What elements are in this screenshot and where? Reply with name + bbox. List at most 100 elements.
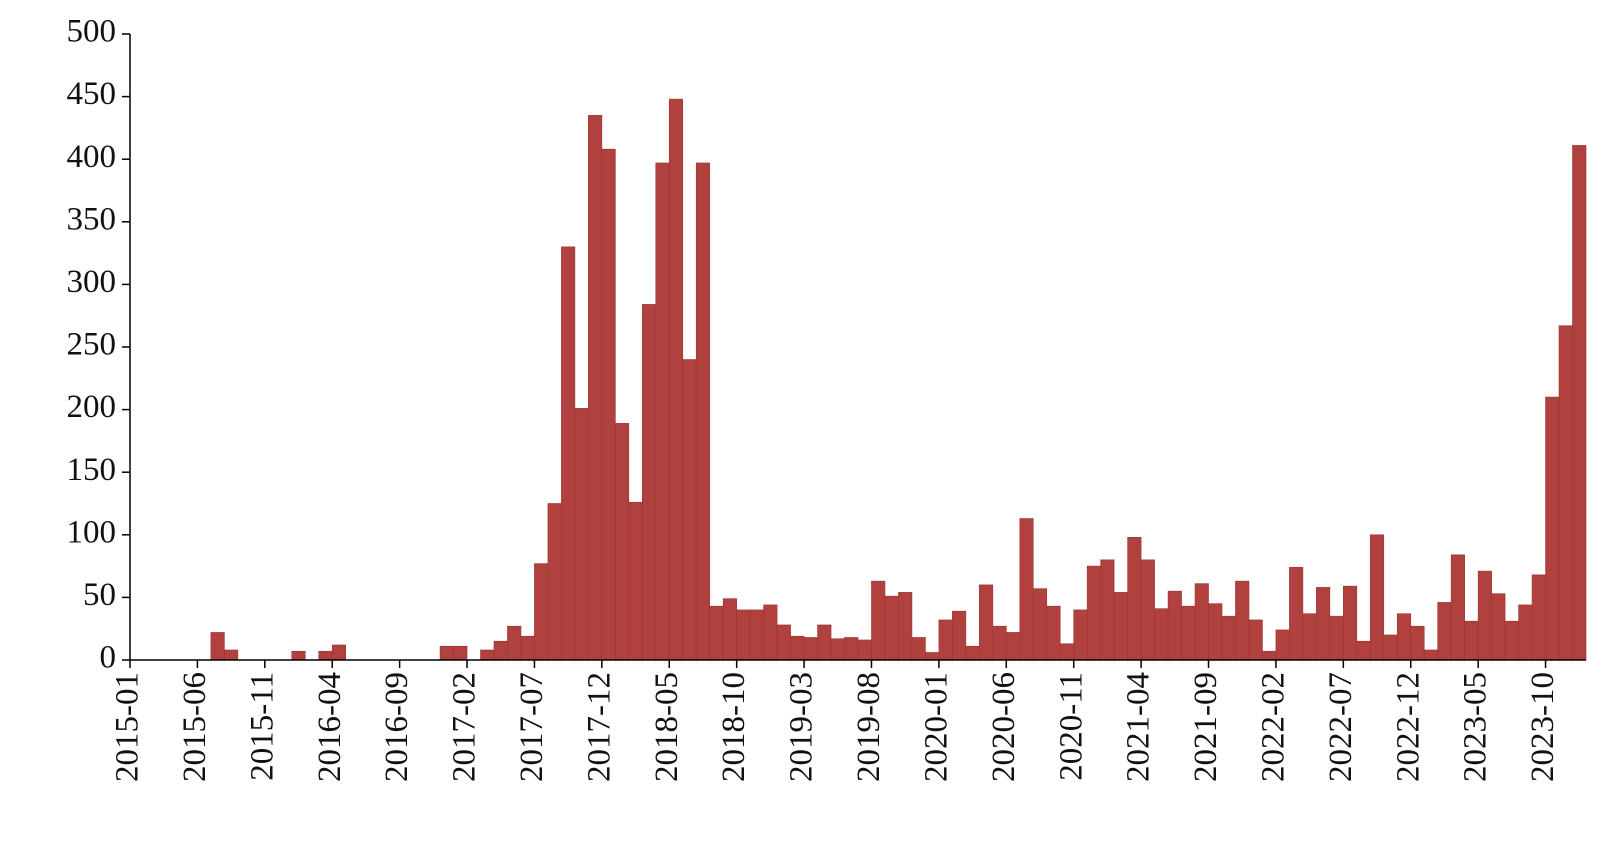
- y-tick-label: 150: [67, 452, 117, 488]
- x-tick-label: 2020-11: [1053, 672, 1089, 781]
- bar: [1369, 534, 1385, 661]
- y-tick-label: 100: [67, 514, 117, 550]
- bar: [1572, 145, 1587, 661]
- y-tick-label: 500: [67, 14, 117, 50]
- y-tick-label: 0: [100, 640, 117, 676]
- bar: [803, 637, 818, 661]
- bar: [1100, 559, 1115, 661]
- bar: [830, 638, 845, 661]
- x-tick-label: 2017-07: [514, 672, 550, 782]
- bar: [210, 632, 225, 661]
- bar: [790, 635, 805, 661]
- bar: [1410, 625, 1425, 661]
- bar: [1531, 574, 1546, 661]
- bar: [1235, 580, 1250, 661]
- x-tick-label: 2020-01: [918, 672, 954, 782]
- bar: [561, 246, 576, 661]
- bar: [1518, 604, 1533, 661]
- bar: [588, 115, 603, 661]
- bar: [318, 650, 333, 661]
- bar: [763, 604, 778, 661]
- x-tick-label: 2022-02: [1256, 672, 1292, 782]
- bar: [1262, 650, 1277, 661]
- x-tick-label: 2015-06: [177, 672, 213, 782]
- bar: [1450, 554, 1465, 661]
- bar: [1437, 602, 1452, 661]
- bar: [1423, 649, 1439, 661]
- bar: [776, 624, 791, 661]
- bar: [507, 625, 522, 661]
- x-tick-label: 2015-01: [110, 672, 146, 782]
- y-tick-label: 250: [67, 327, 117, 363]
- bar: [1329, 615, 1344, 661]
- bar: [884, 595, 899, 661]
- bar: [439, 645, 454, 661]
- bar: [534, 563, 549, 661]
- bar: [1046, 605, 1061, 661]
- bar: [992, 625, 1007, 661]
- bar: [1545, 396, 1560, 661]
- bar: [1194, 583, 1209, 661]
- bar: [736, 609, 751, 661]
- y-tick-label: 450: [67, 76, 117, 112]
- bar: [1383, 634, 1398, 661]
- bar: [1073, 609, 1088, 661]
- bar: [979, 584, 994, 661]
- bar: [871, 580, 886, 661]
- bar: [1289, 567, 1304, 661]
- bar: [1221, 615, 1236, 661]
- bar: [722, 598, 737, 661]
- bar: [574, 408, 589, 661]
- bar: [1154, 608, 1169, 661]
- bar: [1491, 593, 1506, 661]
- bar: [1558, 325, 1573, 661]
- bar: [1019, 518, 1034, 661]
- x-tick-label: 2016-04: [312, 672, 348, 782]
- x-tick-label: 2017-02: [447, 672, 483, 782]
- bar: [749, 609, 764, 661]
- bar: [1302, 613, 1317, 661]
- bar: [1208, 603, 1223, 661]
- bar: [224, 649, 239, 661]
- bar: [520, 635, 535, 661]
- y-tick-label: 300: [67, 264, 117, 300]
- x-tick-label: 2018-10: [716, 672, 752, 782]
- bar: [1113, 592, 1128, 661]
- bar: [952, 610, 967, 661]
- bar: [668, 98, 684, 661]
- bar: [1181, 605, 1196, 661]
- bar: [655, 162, 670, 661]
- bar: [1140, 559, 1155, 661]
- bar: [547, 503, 562, 661]
- x-tick-label: 2019-08: [851, 672, 887, 782]
- bar: [898, 592, 913, 661]
- x-tick-label: 2023-05: [1458, 672, 1494, 782]
- bar: [925, 652, 940, 661]
- bar: [938, 619, 953, 661]
- x-tick-label: 2019-03: [784, 672, 820, 782]
- bar: [1504, 620, 1519, 661]
- x-tick-label: 2016-09: [379, 672, 415, 782]
- bar: [1356, 640, 1371, 661]
- bar: [1477, 570, 1492, 661]
- bar: [601, 148, 616, 661]
- x-tick-label: 2021-09: [1188, 672, 1224, 782]
- bar: [709, 605, 724, 661]
- bar: [1005, 632, 1021, 661]
- bar: [1275, 629, 1290, 661]
- bar: [1248, 619, 1263, 661]
- bar: [857, 639, 872, 661]
- bar: [331, 644, 347, 661]
- x-tick-label: 2017-12: [581, 672, 617, 782]
- bar: [965, 645, 980, 661]
- bar: [291, 650, 306, 661]
- y-tick-label: 200: [67, 389, 117, 425]
- bar: [1316, 587, 1331, 661]
- x-tick-label: 2018-05: [649, 672, 685, 782]
- bar: [911, 637, 926, 661]
- bar: [628, 501, 643, 661]
- x-tick-label: 2015-11: [244, 672, 280, 781]
- x-tick-label: 2021-04: [1121, 672, 1157, 782]
- bar: [480, 649, 495, 661]
